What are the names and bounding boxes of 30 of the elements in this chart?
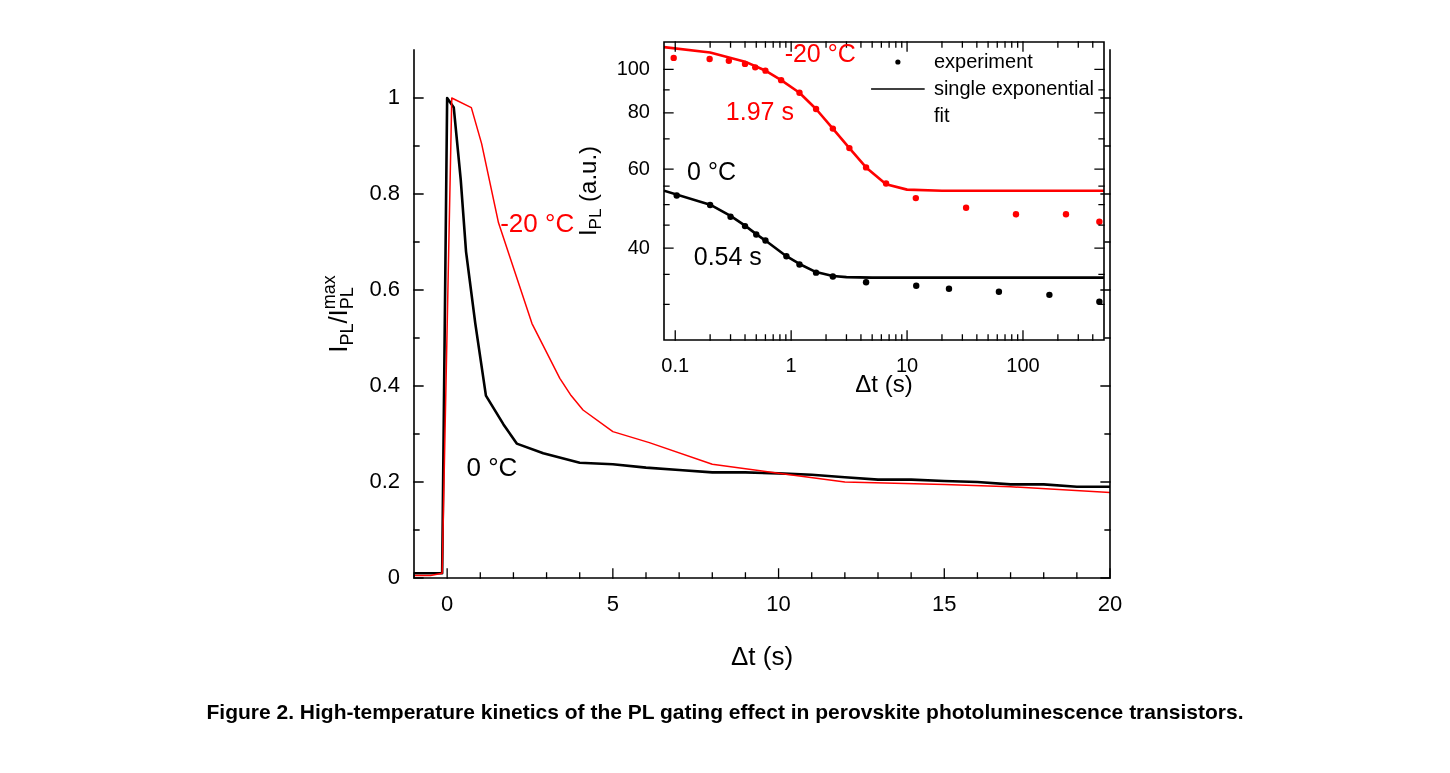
caption: Figure 2. High-temperature kinetics of the PL gating effect in perovskite photoluminescence transistors. [205, 700, 1245, 724]
x-tick-label: 0 [441, 591, 454, 617]
y-tick-label: 1 [387, 84, 400, 110]
y-tick-label: 60 [627, 156, 650, 179]
x-tick-label: 15 [932, 591, 957, 617]
x-tick-label: 10 [766, 591, 791, 617]
x-tick-label: 20 [1097, 591, 1123, 617]
annotation: 0 °C [687, 157, 736, 186]
y-axis-title: IPL/IPLmax [318, 275, 357, 353]
legend-label: single exponential fit [933, 76, 1095, 126]
x-tick-label: 5 [606, 591, 619, 617]
annotation: 1.97 s [725, 96, 794, 125]
y-tick-label: 100 [616, 56, 650, 79]
x-tick-label: 0.1 [661, 353, 690, 376]
x-tick-label: 1 [785, 353, 797, 376]
annotation: -20 °C [784, 39, 856, 67]
y-tick-label: 0 [387, 564, 400, 590]
legend-label: experiment [933, 49, 1034, 72]
annotation: 0.54 s [693, 241, 762, 270]
y-tick-label: 40 [627, 235, 650, 258]
y-axis-title: IPL (a.u.) [573, 145, 605, 237]
annotation: -20 °C [500, 207, 575, 238]
y-tick-label: 0.8 [369, 180, 400, 206]
y-tick-label: 80 [627, 100, 650, 123]
annotation: 0 °C [466, 452, 518, 483]
y-tick-label: 0.4 [369, 372, 400, 398]
x-axis-title: Δt (s) [730, 641, 794, 672]
y-tick-label: 0.2 [369, 468, 400, 494]
y-tick-label: 0.6 [369, 276, 400, 302]
x-tick-label: 100 [1006, 353, 1040, 376]
